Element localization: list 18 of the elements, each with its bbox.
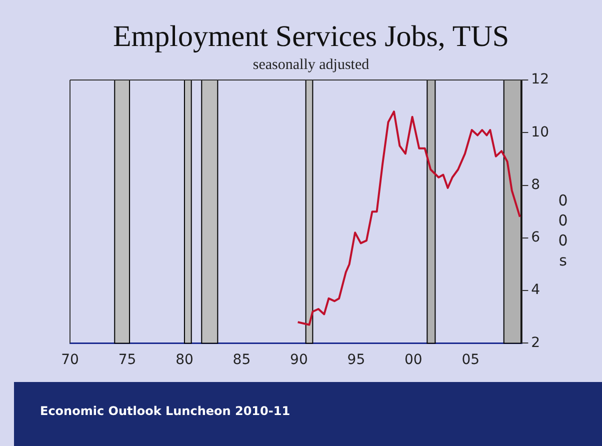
x-tick-label: 70	[61, 352, 79, 368]
y-axis-title: 000s	[558, 191, 568, 270]
y-tick-label: 2	[531, 334, 540, 351]
x-tick-label: 00	[404, 352, 422, 368]
x-tick-label: 85	[232, 352, 251, 368]
x-tick-label: 80	[176, 352, 194, 368]
chart-title: Employment Services Jobs, TUS	[112, 20, 510, 53]
chart-subtitle: seasonally adjusted	[252, 56, 370, 73]
y-tick-label: 10	[531, 124, 550, 140]
x-tick-label: 75	[118, 352, 136, 368]
x-tick-label: 95	[347, 352, 366, 368]
y-tick-label: 4	[531, 282, 540, 298]
text: Economic Outlook Luncheon 2010-11	[40, 404, 290, 418]
y-tick-label: 6	[531, 230, 540, 246]
y-tick-label: 12	[531, 72, 550, 88]
x-tick-label: 90	[290, 352, 308, 368]
y-tick-label: 8	[531, 176, 540, 193]
x-tick-label: 05	[462, 352, 480, 368]
